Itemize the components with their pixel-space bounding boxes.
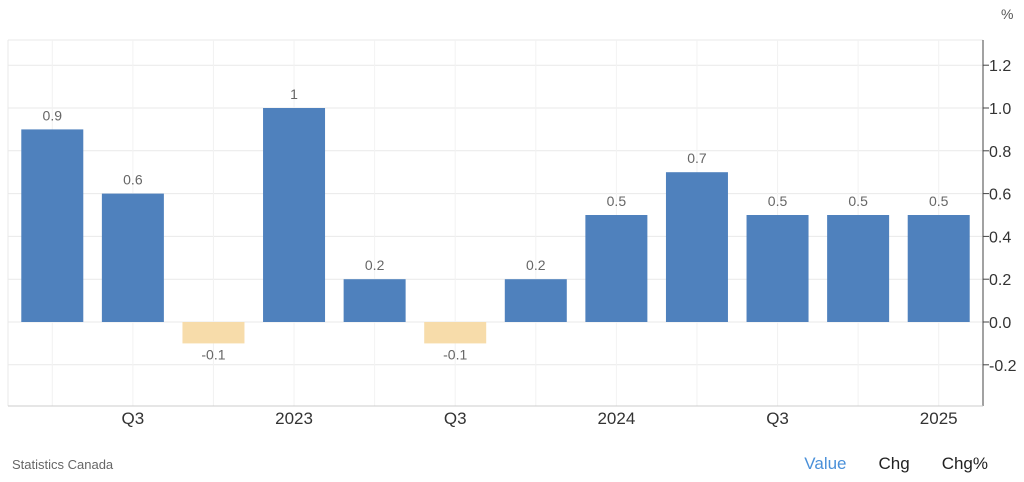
bar-3	[263, 108, 326, 322]
tab-chg[interactable]: Chg	[878, 454, 910, 473]
y-tick-label-6: 0.0	[989, 315, 1011, 332]
y-axis-unit: %	[1001, 6, 1014, 22]
view-tabs: Value Chg Chg%	[804, 454, 988, 474]
data-label-4: 0.2	[365, 257, 385, 273]
y-tick-label-0: 1.2	[989, 58, 1011, 75]
x-tick-label-11: 2025	[920, 409, 958, 428]
x-tick-label-7: 2024	[597, 409, 635, 428]
tab-value[interactable]: Value	[804, 454, 847, 473]
y-tick-label-3: 0.6	[989, 187, 1011, 204]
data-label-8: 0.7	[687, 150, 707, 166]
data-label-3: 1	[290, 86, 298, 102]
data-label-1: 0.6	[123, 172, 143, 188]
bar-7	[585, 215, 648, 322]
data-label-10: 0.5	[848, 193, 868, 209]
x-tick-label-5: Q3	[444, 409, 467, 428]
bar-1	[101, 193, 164, 322]
data-label-2: -0.1	[201, 346, 225, 362]
y-tick-label-7: -0.2	[989, 358, 1017, 375]
bar-5	[424, 322, 487, 344]
y-tick-label-5: 0.2	[989, 272, 1011, 289]
bar-6	[504, 279, 567, 322]
data-label-9: 0.5	[768, 193, 788, 209]
source-label: Statistics Canada	[12, 457, 114, 472]
tab-chg-percent[interactable]: Chg%	[941, 454, 988, 473]
data-label-11: 0.5	[929, 193, 949, 209]
bar-4	[343, 279, 406, 322]
bar-10	[827, 215, 890, 322]
y-tick-label-1: 1.0	[989, 101, 1011, 118]
data-label-6: 0.2	[526, 257, 546, 273]
bar-8	[665, 172, 728, 322]
bar-2	[182, 322, 245, 344]
bar-0	[21, 129, 84, 322]
y-tick-label-4: 0.4	[989, 229, 1011, 246]
x-tick-label-3: 2023	[275, 409, 313, 428]
data-label-0: 0.9	[43, 107, 63, 123]
data-label-7: 0.5	[607, 193, 627, 209]
x-tick-label-9: Q3	[766, 409, 789, 428]
x-tick-label-1: Q3	[122, 409, 145, 428]
bar-9	[746, 215, 809, 322]
bar-11	[907, 215, 970, 322]
data-label-5: -0.1	[443, 346, 467, 362]
y-tick-label-2: 0.8	[989, 144, 1011, 161]
